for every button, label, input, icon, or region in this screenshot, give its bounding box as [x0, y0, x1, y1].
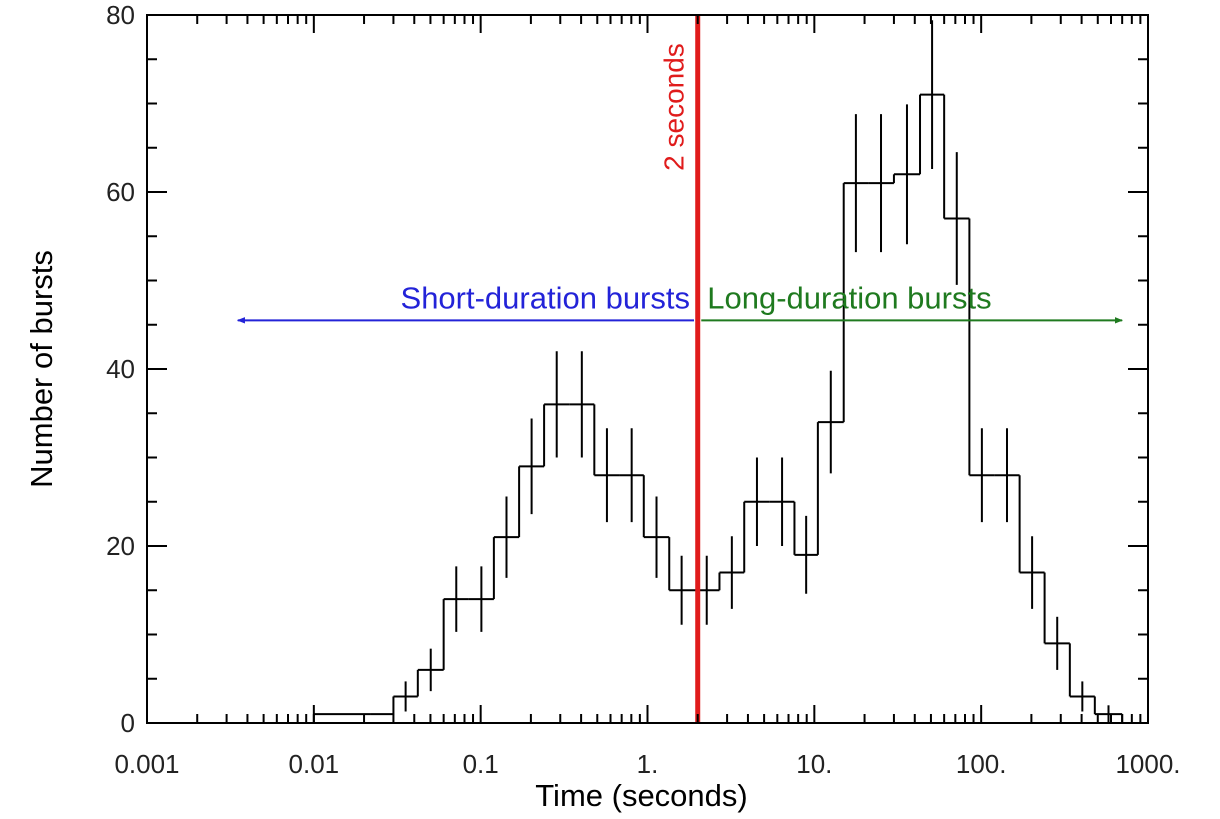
long-duration-label: Long-duration bursts	[707, 280, 991, 315]
plot-frame	[146, 14, 1149, 724]
error-bar-layer	[404, 20, 1110, 723]
x-tick-label: 0.001	[114, 749, 179, 779]
text-layer: 2 seconds Short-duration bursts Long-durat…	[24, 0, 1181, 813]
x-axis-title: Time (seconds)	[535, 778, 747, 813]
y-tick-label: 60	[106, 177, 135, 207]
y-tick-label: 0	[121, 708, 135, 738]
x-tick-label: 1000.	[1115, 749, 1180, 779]
x-tick-label: 1.	[637, 749, 659, 779]
histogram-layer	[312, 93, 1124, 723]
x-tick-label: 0.01	[289, 749, 340, 779]
annotation-layer	[236, 15, 1123, 723]
y-tick-label: 20	[106, 531, 135, 561]
y-tick-label: 80	[106, 0, 135, 30]
x-tick-label: 0.1	[463, 749, 499, 779]
x-tick-label: 100.	[956, 749, 1007, 779]
short-duration-label: Short-duration bursts	[401, 280, 690, 315]
y-axis-title: Number of bursts	[24, 250, 59, 488]
y-tick-label: 40	[106, 354, 135, 384]
axes-layer	[146, 14, 1149, 724]
divider-label: 2 seconds	[659, 43, 690, 171]
x-tick-label: 10.	[796, 749, 832, 779]
